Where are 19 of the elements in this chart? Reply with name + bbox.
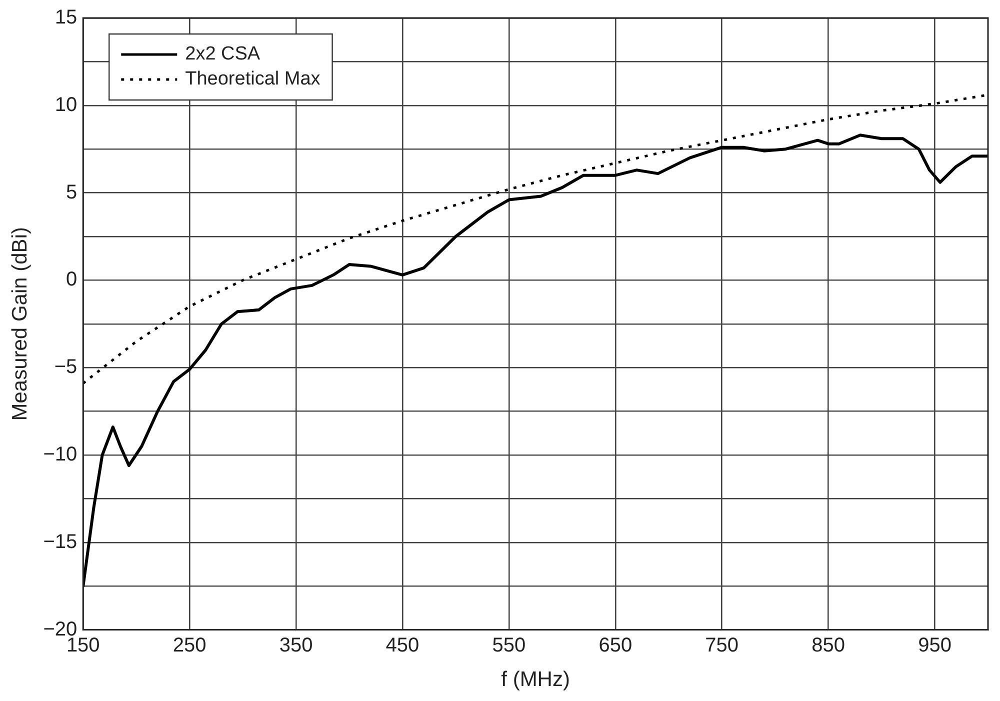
y-tick-label: −10 <box>43 444 78 466</box>
x-tick-label: 250 <box>172 634 206 656</box>
legend-label: Theoretical Max <box>185 68 321 90</box>
y-tick-label: 5 <box>66 181 78 204</box>
x-tick-label: 350 <box>279 634 313 656</box>
x-tick-label: 850 <box>812 634 846 656</box>
y-axis-title: Measured Gain (dBi) <box>8 227 32 421</box>
x-tick-label: 650 <box>598 634 632 656</box>
x-tick-label: 450 <box>386 634 420 656</box>
y-tick-label: −15 <box>43 530 78 553</box>
x-tick-label: 750 <box>705 634 739 656</box>
legend-label: 2x2 CSA <box>185 44 260 65</box>
y-tick-label: 0 <box>66 268 78 291</box>
y-tick-label: −5 <box>54 356 78 378</box>
x-axis-title: f (MHz) <box>501 668 570 692</box>
x-tick-label: 550 <box>492 634 526 656</box>
x-tick-label: 950 <box>918 634 952 656</box>
y-tick-label: 15 <box>54 6 78 29</box>
y-tick-label: 10 <box>54 94 78 116</box>
